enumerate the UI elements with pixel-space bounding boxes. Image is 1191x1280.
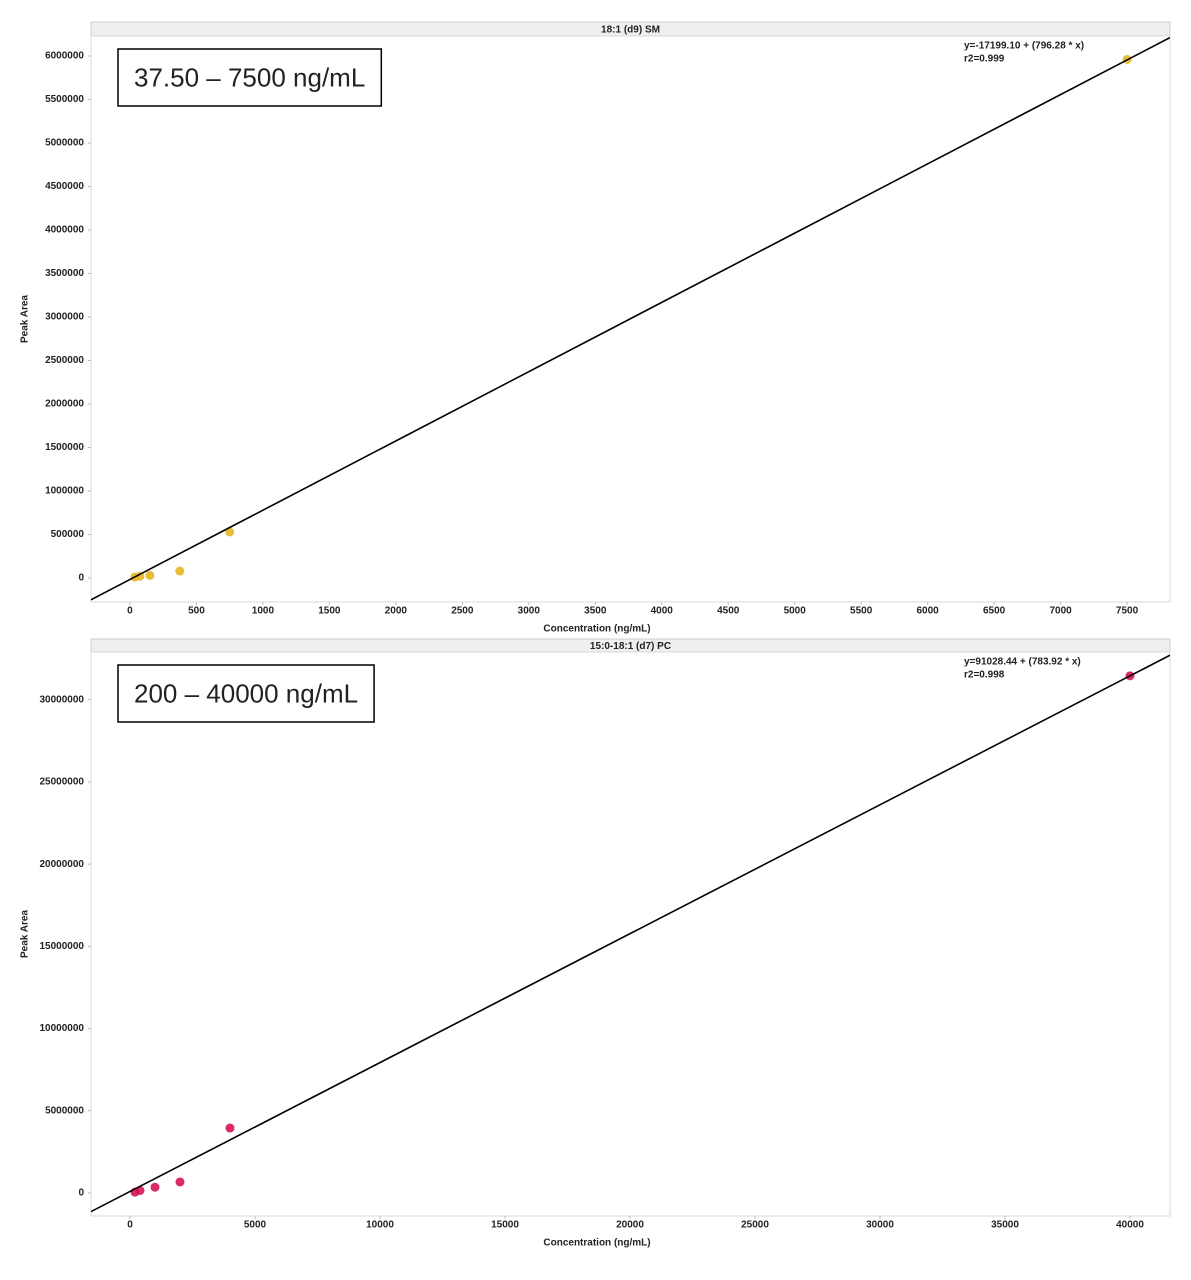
x-tick-label: 1000 bbox=[252, 606, 275, 617]
x-tick-label: 6000 bbox=[917, 606, 940, 617]
chart-title: 15:0-18:1 (d7) PC bbox=[590, 641, 671, 652]
y-axis-label: Peak Area bbox=[20, 295, 31, 343]
x-tick-label: 20000 bbox=[616, 1220, 644, 1231]
x-tick-label: 40000 bbox=[1116, 1220, 1144, 1231]
annotation: 37.50 – 7500 ng/mL bbox=[134, 62, 365, 92]
r-squared: r2=0.999 bbox=[964, 54, 1005, 65]
r-squared: r2=0.998 bbox=[964, 670, 1005, 681]
y-tick-label: 15000000 bbox=[40, 941, 85, 952]
y-tick-label: 25000000 bbox=[40, 777, 85, 788]
y-tick-label: 1500000 bbox=[45, 442, 84, 453]
data-point bbox=[175, 1177, 185, 1187]
x-tick-label: 35000 bbox=[991, 1220, 1019, 1231]
x-tick-label: 2000 bbox=[385, 606, 408, 617]
x-tick-label: 0 bbox=[127, 606, 133, 617]
y-tick-label: 2000000 bbox=[45, 399, 84, 410]
y-tick-label: 10000000 bbox=[40, 1023, 85, 1034]
x-tick-label: 15000 bbox=[491, 1220, 519, 1231]
x-tick-label: 7000 bbox=[1049, 606, 1072, 617]
y-tick-label: 20000000 bbox=[40, 859, 85, 870]
y-tick-label: 3000000 bbox=[45, 312, 84, 323]
x-tick-label: 500 bbox=[188, 606, 205, 617]
x-tick-label: 25000 bbox=[741, 1220, 769, 1231]
data-point bbox=[150, 1182, 160, 1192]
x-tick-label: 4000 bbox=[651, 606, 674, 617]
x-tick-label: 6500 bbox=[983, 606, 1006, 617]
equation: y=91028.44 + (783.92 * x) bbox=[964, 657, 1081, 668]
x-tick-label: 5000 bbox=[784, 606, 807, 617]
y-tick-label: 500000 bbox=[51, 529, 85, 540]
y-tick-label: 4500000 bbox=[45, 181, 84, 192]
x-tick-label: 7500 bbox=[1116, 606, 1139, 617]
data-point bbox=[175, 566, 185, 576]
x-tick-label: 30000 bbox=[866, 1220, 894, 1231]
y-tick-label: 5000000 bbox=[45, 1105, 84, 1116]
y-tick-label: 5000000 bbox=[45, 138, 84, 149]
annotation-box bbox=[117, 664, 375, 723]
y-tick-label: 3500000 bbox=[45, 268, 84, 279]
data-point bbox=[145, 570, 155, 580]
data-point bbox=[225, 527, 235, 537]
x-tick-label: 2500 bbox=[451, 606, 474, 617]
x-tick-label: 5500 bbox=[850, 606, 873, 617]
chart-title: 18:1 (d9) SM bbox=[601, 25, 660, 36]
y-tick-label: 0 bbox=[78, 573, 84, 584]
equation: y=-17199.10 + (796.28 * x) bbox=[964, 41, 1084, 52]
x-tick-label: 3500 bbox=[584, 606, 607, 617]
annotation-box bbox=[117, 48, 383, 107]
y-tick-label: 30000000 bbox=[40, 694, 85, 705]
x-tick-label: 1500 bbox=[318, 606, 341, 617]
data-point bbox=[225, 1123, 235, 1133]
y-tick-label: 5500000 bbox=[45, 94, 84, 105]
x-tick-label: 5000 bbox=[244, 1220, 267, 1231]
y-tick-label: 0 bbox=[78, 1188, 84, 1199]
x-tick-label: 10000 bbox=[366, 1220, 394, 1231]
y-tick-label: 1000000 bbox=[45, 486, 84, 497]
y-tick-label: 2500000 bbox=[45, 355, 84, 366]
x-tick-label: 3000 bbox=[518, 606, 541, 617]
x-tick-label: 4500 bbox=[717, 606, 740, 617]
x-axis-label: Concentration (ng/mL) bbox=[543, 1238, 650, 1249]
y-axis-label: Peak Area bbox=[20, 910, 31, 958]
fit-line bbox=[91, 36, 1170, 601]
annotation: 200 – 40000 ng/mL bbox=[134, 678, 358, 708]
x-tick-label: 0 bbox=[127, 1220, 133, 1231]
y-tick-label: 6000000 bbox=[45, 51, 84, 62]
fit-line bbox=[91, 654, 1170, 1213]
x-axis-label: Concentration (ng/mL) bbox=[543, 624, 650, 635]
y-tick-label: 4000000 bbox=[45, 225, 84, 236]
